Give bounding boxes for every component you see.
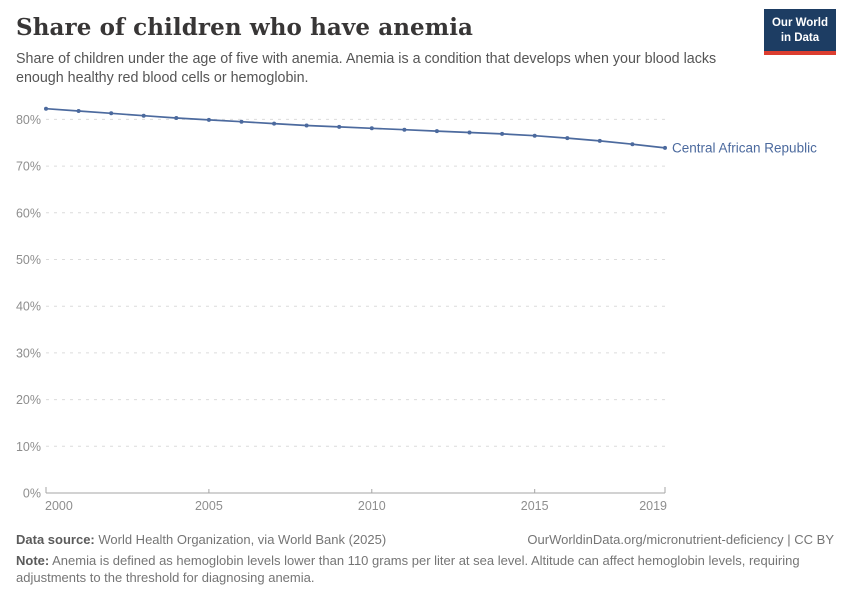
data-point-2014[interactable]: [500, 131, 505, 136]
line-chart[interactable]: 0% 10% 20% 30% 40% 50% 60% 70% 80% 2000 2005 2010 20…: [0, 95, 850, 525]
data-point-2010[interactable]: [369, 126, 374, 131]
data-point-2007[interactable]: [272, 121, 277, 126]
y-tick-label-40: 40%: [16, 300, 41, 314]
data-point-2019[interactable]: [663, 145, 667, 150]
y-tick-label-60: 60%: [16, 206, 41, 220]
data-point-2002[interactable]: [109, 111, 114, 116]
chart-area[interactable]: 0% 10% 20% 30% 40% 50% 60% 70% 80% 2000 2005 2010 20…: [0, 95, 850, 525]
data-point-2000[interactable]: [44, 106, 48, 111]
note-label: Note:: [16, 552, 50, 568]
y-tick-label-0: 0%: [23, 487, 41, 501]
data-source-line: Data source: World Health Organization, …: [16, 531, 386, 549]
x-tick-label-2010: 2010: [358, 499, 386, 513]
owid-logo-line2: in Data: [780, 31, 820, 44]
data-point-2011[interactable]: [402, 127, 407, 132]
data-point-2006[interactable]: [239, 119, 244, 124]
data-point-2018[interactable]: [630, 142, 635, 147]
data-point-2008[interactable]: [304, 123, 309, 128]
y-tick-label-10: 10%: [16, 440, 41, 454]
note-text: Anemia is defined as hemoglobin levels l…: [16, 552, 800, 586]
note-line: Note: Anemia is defined as hemoglobin le…: [16, 552, 834, 587]
owid-logo[interactable]: Our World in Data: [763, 9, 836, 55]
data-point-2017[interactable]: [597, 138, 602, 143]
data-point-2001[interactable]: [76, 109, 81, 113]
x-tick-label-2005: 2005: [195, 499, 223, 513]
y-tick-label-70: 70%: [16, 160, 41, 174]
license-line: OurWorldinData.org/micronutrient-deficie…: [527, 531, 834, 549]
x-tick-label-2000: 2000: [45, 499, 73, 513]
series-label[interactable]: Central African Republic: [672, 140, 817, 155]
x-tick-label-2015: 2015: [521, 499, 549, 513]
data-point-2004[interactable]: [174, 116, 179, 120]
page-title: Share of children who have anemia: [16, 14, 474, 41]
data-point-2016[interactable]: [565, 136, 570, 141]
chart-footer: Data source: World Health Organization, …: [0, 525, 850, 587]
owid-url-link[interactable]: OurWorldinData.org/micronutrient-deficie…: [527, 532, 834, 547]
y-tick-label-80: 80%: [16, 113, 41, 127]
y-tick-label-20: 20%: [16, 393, 41, 407]
y-tick-label-50: 50%: [16, 253, 41, 267]
data-source-text: World Health Organization, via World Ban…: [94, 532, 387, 547]
data-point-2009[interactable]: [337, 124, 342, 129]
x-tick-label-2019: 2019: [639, 499, 667, 513]
y-tick-label-30: 30%: [16, 346, 41, 360]
owid-logo-line1: Our World: [771, 17, 828, 29]
data-point-2015[interactable]: [532, 133, 537, 138]
chart-header: Share of children who have anemia Share …: [0, 0, 850, 95]
data-point-2003[interactable]: [141, 113, 146, 118]
series-line[interactable]: [45, 107, 666, 149]
chart-subtitle: Share of children under the age of five …: [16, 51, 717, 86]
data-point-2013[interactable]: [467, 130, 472, 135]
data-source-label: Data source:: [16, 532, 95, 547]
data-point-2005[interactable]: [206, 117, 211, 122]
data-point-2012[interactable]: [434, 129, 439, 134]
